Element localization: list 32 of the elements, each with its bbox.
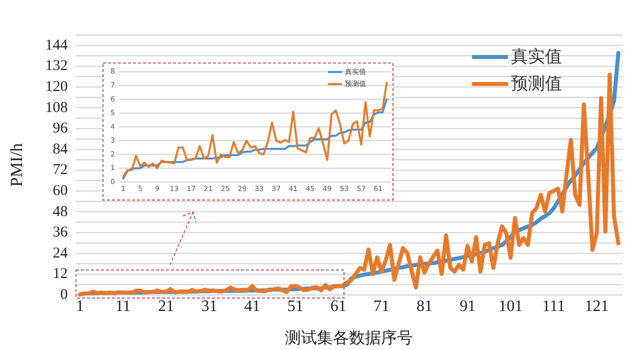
y-tick-label: 12 bbox=[52, 266, 68, 282]
x-tick-label: 31 bbox=[201, 298, 218, 315]
x-tick-label: 41 bbox=[244, 298, 260, 315]
y-tick-label: 72 bbox=[52, 162, 68, 178]
x-tick-label: 101 bbox=[498, 298, 523, 315]
y-tick-label: 84 bbox=[52, 141, 68, 158]
x-tick-label: 61 bbox=[330, 298, 346, 315]
y-tick-label: 0 bbox=[60, 287, 68, 303]
y-tick-label: 48 bbox=[52, 204, 68, 220]
x-tick-label: 81 bbox=[416, 298, 433, 315]
y-tick-label: 60 bbox=[52, 183, 68, 199]
x-tick-label: 21 bbox=[158, 298, 174, 315]
x-tick-label: 51 bbox=[287, 298, 304, 315]
x-tick-label: 1 bbox=[76, 298, 84, 315]
line-series bbox=[122, 82, 388, 178]
x-tick-label: 71 bbox=[373, 298, 390, 315]
x-tick-label: 91 bbox=[460, 298, 476, 315]
y-tick-label: 132 bbox=[45, 58, 68, 74]
legend-label: 真实值 bbox=[511, 47, 562, 67]
y-tick-label: 144 bbox=[45, 37, 68, 54]
x-tick-label: 11 bbox=[115, 298, 131, 315]
y-tick-label: 36 bbox=[52, 224, 68, 241]
y-tick-label: 120 bbox=[45, 79, 68, 95]
y-tick-label: 24 bbox=[52, 245, 68, 262]
line-series bbox=[122, 98, 388, 180]
x-tick-label: 111 bbox=[542, 298, 566, 315]
y-tick-label: 108 bbox=[45, 100, 68, 116]
y-tick-label: 96 bbox=[52, 120, 68, 137]
x-axis-title: 测试集各数据序号 bbox=[285, 328, 414, 347]
y-axis-title: PMI/h bbox=[7, 142, 26, 187]
legend-label: 预测值 bbox=[511, 74, 562, 94]
x-tick-label: 121 bbox=[584, 298, 609, 315]
